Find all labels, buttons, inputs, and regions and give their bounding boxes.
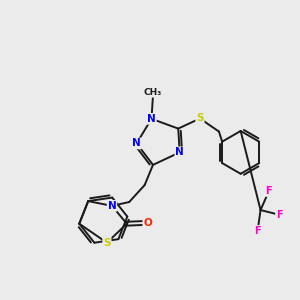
Text: S: S (196, 113, 204, 124)
Text: O: O (143, 218, 152, 228)
Text: F: F (266, 186, 272, 196)
Text: CH₃: CH₃ (144, 88, 162, 97)
Text: F: F (276, 210, 283, 220)
Text: F: F (254, 226, 261, 236)
Text: N: N (175, 147, 184, 158)
Text: N: N (132, 139, 141, 148)
Text: S: S (103, 238, 111, 248)
Text: N: N (108, 201, 116, 211)
Text: N: N (147, 114, 156, 124)
